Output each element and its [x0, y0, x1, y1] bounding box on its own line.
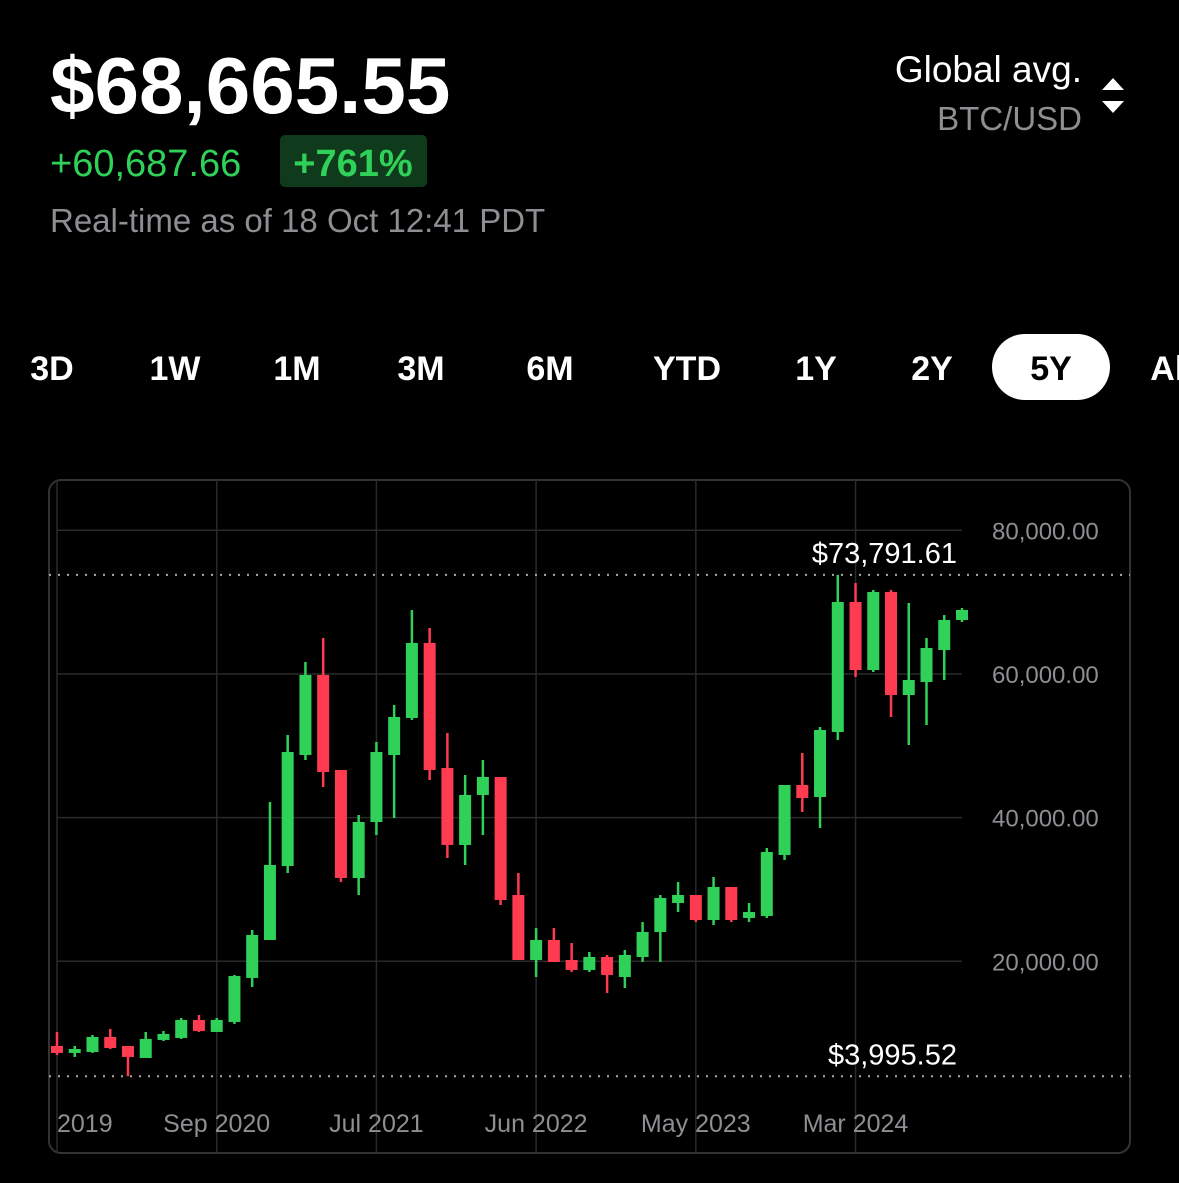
range-tab[interactable]: 6M — [526, 350, 573, 388]
candle-body — [175, 1019, 188, 1038]
range-tab[interactable]: 1M — [273, 350, 320, 388]
selected-tab-pill[interactable] — [992, 334, 1110, 400]
candle-body — [281, 751, 294, 866]
range-tab[interactable]: 1W — [150, 350, 202, 388]
candle-body — [778, 784, 791, 855]
candle-body — [814, 729, 827, 797]
candle-body — [299, 674, 312, 755]
candle-body — [352, 821, 365, 878]
chart-frame — [48, 479, 1131, 1154]
y-tick-label: 60,000.00 — [992, 662, 1099, 689]
x-tick-label: Mar 2024 — [803, 1110, 909, 1138]
candle-body — [636, 931, 649, 957]
candle-body — [139, 1038, 152, 1058]
candle-body — [565, 959, 578, 970]
candle-body — [370, 751, 383, 822]
candle-body — [689, 894, 702, 920]
x-tick-label: May 2023 — [641, 1110, 751, 1138]
candle-body — [459, 794, 472, 845]
candle-body — [423, 642, 436, 770]
candle-body — [246, 934, 259, 978]
candle-body — [867, 591, 880, 670]
reference-label: $3,995.52 — [828, 1039, 957, 1071]
candle-body — [104, 1036, 117, 1048]
candle-body — [725, 886, 738, 920]
range-tab[interactable]: 3M — [397, 350, 444, 388]
candle-body — [441, 767, 454, 845]
candle-body — [192, 1019, 205, 1031]
candle-body — [618, 954, 631, 977]
candle-body — [707, 886, 720, 920]
y-tick-label: 40,000.00 — [992, 806, 1099, 833]
reference-label: $73,791.61 — [812, 538, 957, 570]
candle-body — [547, 939, 560, 962]
change: +60,687.66 — [50, 143, 241, 185]
candle-body — [228, 975, 241, 1022]
range-tab[interactable]: All — [1150, 350, 1179, 388]
candle-body — [601, 956, 614, 975]
candle-body — [760, 851, 773, 916]
candle-body — [743, 911, 756, 918]
range-tab[interactable]: 2Y — [911, 350, 953, 388]
timestamp: Real-time as of 18 Oct 12:41 PDT — [50, 202, 545, 239]
candle-body — [86, 1036, 99, 1052]
x-tick-label: Jun 2022 — [485, 1110, 588, 1138]
change-percent: +761% — [293, 143, 412, 185]
candle-body — [157, 1033, 170, 1040]
candle-body — [51, 1045, 63, 1053]
candle-body — [121, 1045, 134, 1057]
candle-body — [902, 679, 915, 695]
price: $68,665.55 — [50, 41, 450, 130]
candle-body — [831, 601, 844, 732]
candle-body — [68, 1048, 81, 1053]
y-tick-label: 80,000.00 — [992, 518, 1099, 545]
candle-body — [654, 897, 667, 932]
x-tick-label: Sep 2020 — [163, 1110, 270, 1138]
chart: 20,000.00 40,000.00 60,000.00 80,000.00 2019… — [49, 480, 1130, 1153]
candle-body — [317, 674, 330, 772]
candle-body — [405, 642, 418, 718]
candle-body — [476, 776, 489, 795]
range-tab[interactable]: YTD — [653, 350, 721, 388]
candle-body — [885, 591, 898, 695]
candle-body — [530, 939, 543, 960]
candle-body — [672, 894, 685, 903]
candle-body — [334, 769, 347, 878]
sort-icon[interactable] — [1102, 78, 1124, 113]
candle-body — [796, 784, 809, 798]
x-tick-label: Jul 2021 — [329, 1110, 424, 1138]
candle-body — [388, 716, 401, 755]
candle-body — [920, 647, 933, 682]
candle-body — [849, 601, 862, 670]
candle-body — [956, 609, 968, 620]
range-tab[interactable]: 5Y — [1030, 350, 1072, 388]
pair[interactable]: BTC/USD — [937, 100, 1082, 137]
range-tab[interactable]: 1Y — [795, 350, 837, 388]
candle-body — [494, 776, 507, 900]
candle-body — [938, 619, 951, 650]
candle-body — [512, 894, 525, 960]
change-badge — [280, 135, 427, 187]
x-tick-label: 2019 — [57, 1110, 113, 1138]
range-tab[interactable]: 3D — [30, 350, 73, 388]
source[interactable]: Global avg. — [895, 49, 1082, 90]
y-tick-label: 20,000.00 — [992, 949, 1099, 976]
candle-body — [210, 1019, 223, 1032]
range-tabs: 3D 1W 1M 3M 6M YTD 1Y 2Y 5Y All — [30, 334, 1179, 400]
candle-body — [583, 956, 596, 970]
candle-body — [263, 864, 276, 940]
